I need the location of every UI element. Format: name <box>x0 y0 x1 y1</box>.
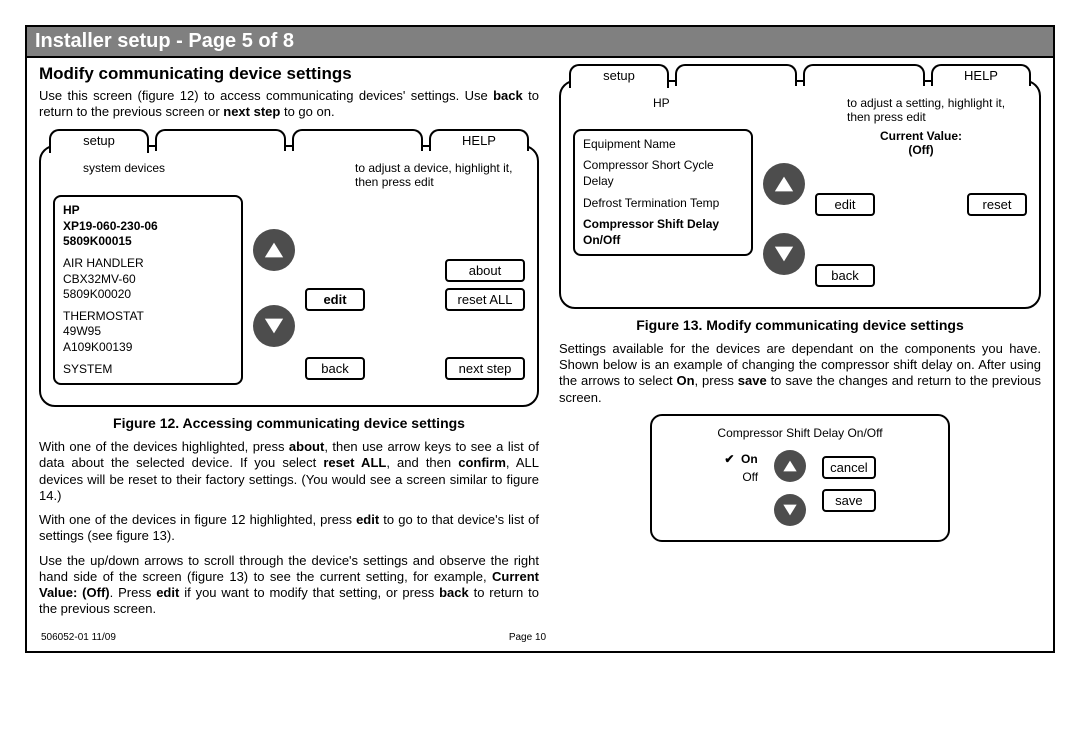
page-frame: Installer setup - Page 5 of 8 Modify com… <box>25 25 1055 653</box>
device-system[interactable]: SYSTEM <box>63 362 233 378</box>
tab-setup[interactable]: setup <box>569 64 669 88</box>
tab-blank-2 <box>292 129 423 151</box>
footer: 506052-01 11/09 Page 10 <box>27 626 1053 643</box>
right-p1: Settings available for the devices are d… <box>559 341 1041 406</box>
mini-options: ✔ On Off <box>724 452 758 484</box>
right-column: setup HELP HP to adjust a setting, highl… <box>559 62 1041 626</box>
fig12-inner: system devices to adjust a device, highl… <box>41 151 537 396</box>
device-thermostat[interactable]: THERMOSTAT 49W95 A109K00139 <box>63 309 233 356</box>
left-p2: With one of the devices highlighted, pre… <box>39 439 539 504</box>
fig12-screen: setup HELP system devices to adjust a de… <box>39 145 539 408</box>
edit-button[interactable]: edit <box>815 193 875 216</box>
fig13-arrows <box>763 159 805 279</box>
current-value-box: Current Value: (Off) <box>815 129 1027 157</box>
mini-title: Compressor Shift Delay On/Off <box>666 426 934 440</box>
device-list[interactable]: HP XP19-060-230-06 5809K00015 AIR HANDLE… <box>53 195 243 385</box>
fig13-row: Equipment Name Compressor Short Cycle De… <box>573 129 1027 287</box>
back-button[interactable]: back <box>815 264 875 287</box>
tab-blank-2 <box>803 64 925 86</box>
left-intro: Use this screen (figure 12) to access co… <box>39 88 539 121</box>
fig13-tabs: setup HELP <box>569 64 1031 88</box>
tab-blank-1 <box>675 64 797 86</box>
device-hp[interactable]: HP XP19-060-230-06 5809K00015 <box>63 203 233 250</box>
hp-label: HP <box>653 96 670 110</box>
fig13-caption: Figure 13. Modify communicating device s… <box>559 317 1041 333</box>
option-off[interactable]: Off <box>742 470 758 484</box>
mini-screen: Compressor Shift Delay On/Off ✔ On Off <box>650 414 950 542</box>
reset-all-button[interactable]: reset ALL <box>445 288 525 311</box>
fig12-hint: to adjust a device, highlight it, then p… <box>355 161 525 190</box>
down-arrow-button[interactable] <box>253 305 295 347</box>
fig12-row: HP XP19-060-230-06 5809K00015 AIR HANDLE… <box>53 195 525 385</box>
tab-help[interactable]: HELP <box>931 64 1031 86</box>
tab-help[interactable]: HELP <box>429 129 529 151</box>
next-step-button[interactable]: next step <box>445 357 525 380</box>
device-airhandler[interactable]: AIR HANDLER CBX32MV-60 5809K00020 <box>63 256 233 303</box>
setting-equipment-name[interactable]: Equipment Name <box>583 137 743 153</box>
setting-comp-short-cycle[interactable]: Compressor Short Cycle Delay <box>583 158 743 189</box>
settings-list[interactable]: Equipment Name Compressor Short Cycle De… <box>573 129 753 257</box>
down-arrow-button[interactable] <box>763 233 805 275</box>
reset-button[interactable]: reset <box>967 193 1027 216</box>
left-title: Modify communicating device settings <box>39 64 539 84</box>
fig12-tabs: setup HELP <box>49 129 529 153</box>
left-column: Modify communicating device settings Use… <box>39 62 539 626</box>
setting-defrost-term[interactable]: Defrost Termination Temp <box>583 196 743 212</box>
page-header: Installer setup - Page 5 of 8 <box>27 27 1053 58</box>
option-on[interactable]: ✔ On <box>724 452 758 466</box>
left-p3: With one of the devices in figure 12 hig… <box>39 512 539 545</box>
setting-comp-shift-delay[interactable]: Compressor Shift Delay On/Off <box>583 217 743 248</box>
down-arrow-icon <box>782 502 798 518</box>
up-arrow-icon <box>263 239 285 261</box>
fig13-screen: setup HELP HP to adjust a setting, highl… <box>559 80 1041 309</box>
up-arrow-icon <box>782 458 798 474</box>
fig12-caption: Figure 12. Accessing communicating devic… <box>39 415 539 431</box>
up-arrow-button[interactable] <box>763 163 805 205</box>
back-button[interactable]: back <box>305 357 365 380</box>
cancel-button[interactable]: cancel <box>822 456 876 479</box>
up-arrow-icon <box>773 173 795 195</box>
fig13-hint: to adjust a setting, highlight it, then … <box>847 96 1027 125</box>
tab-setup[interactable]: setup <box>49 129 149 153</box>
left-p4: Use the up/down arrows to scroll through… <box>39 553 539 618</box>
mini-down-button[interactable] <box>774 494 806 526</box>
fig12-arrows <box>253 225 295 351</box>
columns: Modify communicating device settings Use… <box>27 58 1053 626</box>
doc-id: 506052-01 11/09 <box>41 632 116 643</box>
down-arrow-icon <box>263 315 285 337</box>
down-arrow-icon <box>773 243 795 265</box>
system-devices-label: system devices <box>83 161 165 175</box>
about-button[interactable]: about <box>445 259 525 282</box>
up-arrow-button[interactable] <box>253 229 295 271</box>
mini-up-button[interactable] <box>774 450 806 482</box>
fig13-inner: HP to adjust a setting, highlight it, th… <box>561 86 1039 297</box>
page-number: Page 10 <box>509 632 546 643</box>
tab-blank-1 <box>155 129 286 151</box>
mini-arrows <box>774 446 806 530</box>
save-button[interactable]: save <box>822 489 876 512</box>
edit-button[interactable]: edit <box>305 288 365 311</box>
